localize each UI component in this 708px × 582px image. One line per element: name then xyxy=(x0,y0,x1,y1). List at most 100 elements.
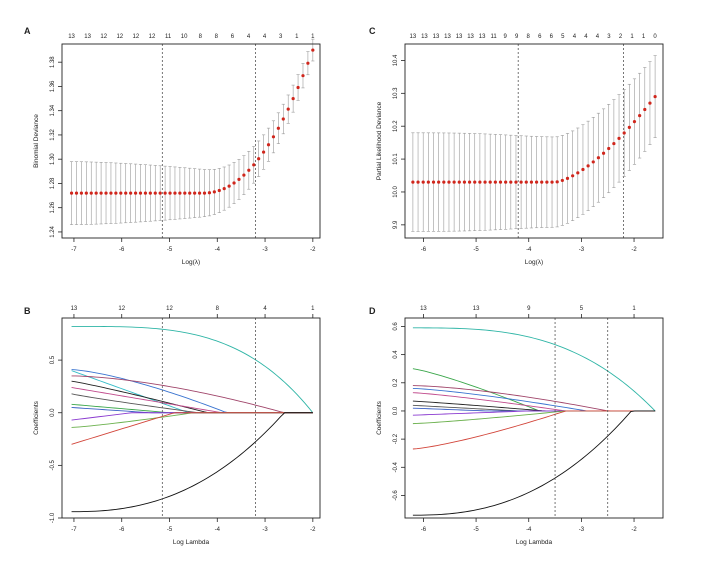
cv-point xyxy=(638,114,642,118)
cv-point xyxy=(222,186,226,191)
top-axis-label: 12 xyxy=(133,34,140,40)
cv-point xyxy=(89,191,93,195)
cv-point xyxy=(560,178,564,183)
top-axis-label: 5 xyxy=(580,306,584,312)
cv-point xyxy=(129,191,133,195)
panel-c: -6 -5 -4 -3 -29.910.010.110.210.310.413 13 13 1… xyxy=(369,26,664,266)
top-axis-label: 4 xyxy=(573,34,577,40)
cv-point xyxy=(519,180,523,184)
cv-point xyxy=(84,191,88,195)
x-tick-label: -4 xyxy=(526,527,532,533)
cv-point xyxy=(488,180,492,184)
top-axis-label: 12 xyxy=(100,34,107,40)
cv-point xyxy=(79,191,84,195)
plot-frame xyxy=(404,43,664,239)
x-tick-label: -4 xyxy=(526,247,532,253)
panel-a: -7 -6 -5 -4 -3 -2 1.24 1.26 1.28 1.30 1.32 1.34 1.36… xyxy=(24,26,321,266)
cv-point xyxy=(534,180,539,184)
cv-point xyxy=(227,184,231,188)
cv-point xyxy=(173,191,177,195)
top-axis-label: 12 xyxy=(116,34,123,40)
x-axis-title: Log(λ) xyxy=(182,259,200,266)
coefficient-path xyxy=(71,370,313,414)
top-axis-label: 9 xyxy=(527,306,531,312)
top-axis-label: 11 xyxy=(165,34,172,40)
coefficient-path xyxy=(412,410,656,516)
cv-point xyxy=(545,180,549,184)
cv-point xyxy=(416,180,420,184)
top-axis-label: 13 xyxy=(84,34,91,40)
cv-point xyxy=(550,180,554,184)
cv-point xyxy=(431,180,436,184)
cv-point xyxy=(271,135,276,139)
cv-point xyxy=(74,191,79,195)
cv-point xyxy=(306,61,310,65)
y-axis-title: Binomial Deviance xyxy=(33,114,40,168)
top-axis-label: 3 xyxy=(607,34,611,40)
cv-point xyxy=(261,150,266,154)
cv-point xyxy=(212,190,216,194)
cv-point xyxy=(114,191,118,195)
y-tick-label: 1.28 xyxy=(50,177,56,189)
coefficient-path xyxy=(71,375,313,414)
cv-point xyxy=(643,107,647,112)
cv-point xyxy=(612,141,616,146)
cv-point xyxy=(148,191,152,195)
top-axis-label: 1 xyxy=(642,34,646,40)
y-tick-label: -0.6 xyxy=(393,490,399,501)
top-axis-label: 13 xyxy=(456,34,463,40)
cv-point xyxy=(168,191,172,195)
top-axis-label: 8 xyxy=(527,34,531,40)
panel-b: -7 -6 -5 -4 -3 -2 -1.0 -0.5 0.0 0.5 13 12 12 8 4 1 Log L… xyxy=(24,306,321,546)
y-axis-title: Coefficients xyxy=(376,400,383,435)
top-axis-label: 11 xyxy=(491,34,498,40)
y-tick-label: 1.38 xyxy=(50,56,56,68)
top-axis-label: 3 xyxy=(279,34,283,40)
cv-point xyxy=(188,191,192,195)
top-axis-label: 13 xyxy=(433,34,440,40)
top-axis-label: 4 xyxy=(247,34,251,40)
cv-point xyxy=(457,180,461,184)
cv-point xyxy=(133,191,138,195)
cv-point xyxy=(257,157,261,161)
coefficient-path xyxy=(412,368,656,412)
y-tick-label: 1.34 xyxy=(50,104,56,116)
top-axis-label: 9 xyxy=(503,34,507,40)
x-tick-label: -4 xyxy=(215,247,221,253)
cv-point xyxy=(286,107,290,111)
top-axis-label: 1 xyxy=(630,34,634,40)
y-tick-label: 9.9 xyxy=(393,220,399,229)
cv-point xyxy=(138,191,143,195)
cv-point xyxy=(509,180,513,184)
y-axis-title: Coefficients xyxy=(33,400,40,435)
cv-point xyxy=(571,174,575,178)
cv-point xyxy=(586,164,590,168)
top-axis-label: 8 xyxy=(199,34,203,40)
coefficient-path xyxy=(412,410,656,450)
y-tick-label: -0.2 xyxy=(393,433,399,444)
top-axis-label: 13 xyxy=(420,306,427,312)
cv-point xyxy=(447,180,451,184)
cv-point xyxy=(296,85,300,90)
y-tick-label: 10.1 xyxy=(393,153,399,165)
cv-point xyxy=(109,191,113,195)
cv-point xyxy=(524,180,528,184)
top-axis-label: 1 xyxy=(311,34,315,40)
y-tick-label: 0.6 xyxy=(393,322,399,331)
cv-point xyxy=(462,180,467,184)
coefficient-path xyxy=(412,410,656,416)
cv-point xyxy=(301,74,305,78)
cv-point xyxy=(242,173,246,177)
cv-point xyxy=(483,180,487,184)
coefficient-path xyxy=(412,410,656,425)
cv-point xyxy=(601,151,606,155)
cv-point xyxy=(119,191,123,195)
y-tick-label: 1.32 xyxy=(50,128,56,140)
panel-d: -6 -5 -4 -3 -2 -0.6 -0.4 -0.2 0.0 0.2 0.4 0.6 13 13 9 5… xyxy=(369,306,664,546)
top-axis-label: 4 xyxy=(584,34,588,40)
top-axis-label: 13 xyxy=(421,34,428,40)
cv-point xyxy=(411,180,415,184)
top-axis-label: 6 xyxy=(538,34,542,40)
coefficient-path xyxy=(71,412,313,445)
